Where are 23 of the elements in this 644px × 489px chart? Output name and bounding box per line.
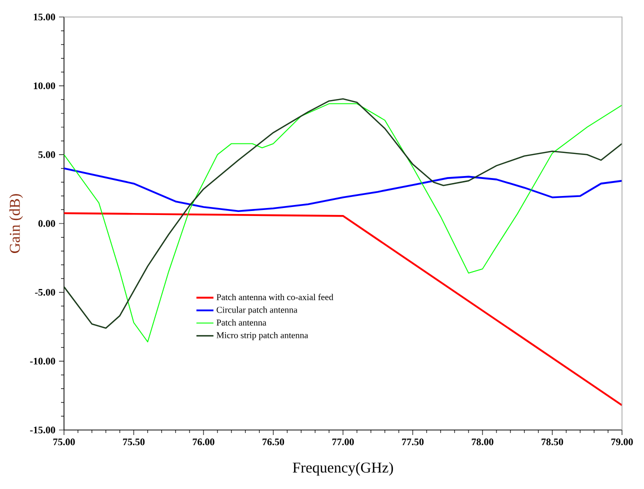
x-tick-label: 76.50 xyxy=(262,438,284,446)
y-axis-title: Gain (dB) xyxy=(9,194,23,253)
x-tick-label: 78.00 xyxy=(472,438,494,446)
x-axis-title: Frequency(GHz) xyxy=(292,462,393,476)
x-tick-label: 78.50 xyxy=(542,438,564,446)
y-tick-label: -10.00 xyxy=(30,358,56,365)
legend-label: Patch antenna xyxy=(216,319,266,326)
y-tick-label: -5.00 xyxy=(35,288,56,296)
legend-label: Circular patch antenna xyxy=(216,306,298,315)
x-tick-label: 77.00 xyxy=(332,438,354,446)
x-tick-label: 76.00 xyxy=(192,438,214,446)
y-tick-label: 0.00 xyxy=(38,220,56,227)
legend-label: Patch antenna with co-axial feed xyxy=(216,294,334,300)
legend-label: Micro strip patch antenna xyxy=(216,332,308,340)
x-tick-label: 75.50 xyxy=(123,438,145,446)
y-tick-label: -15.00 xyxy=(30,426,56,434)
x-tick-label: 79.00 xyxy=(611,438,633,446)
x-tick-label: 75.00 xyxy=(53,438,75,446)
y-tick-label: 15.00 xyxy=(34,14,56,20)
y-tick-label: 5.00 xyxy=(38,151,56,158)
y-tick-label: 10.00 xyxy=(34,82,56,90)
x-tick-label: 77.50 xyxy=(402,438,424,446)
line-series xyxy=(63,168,623,212)
